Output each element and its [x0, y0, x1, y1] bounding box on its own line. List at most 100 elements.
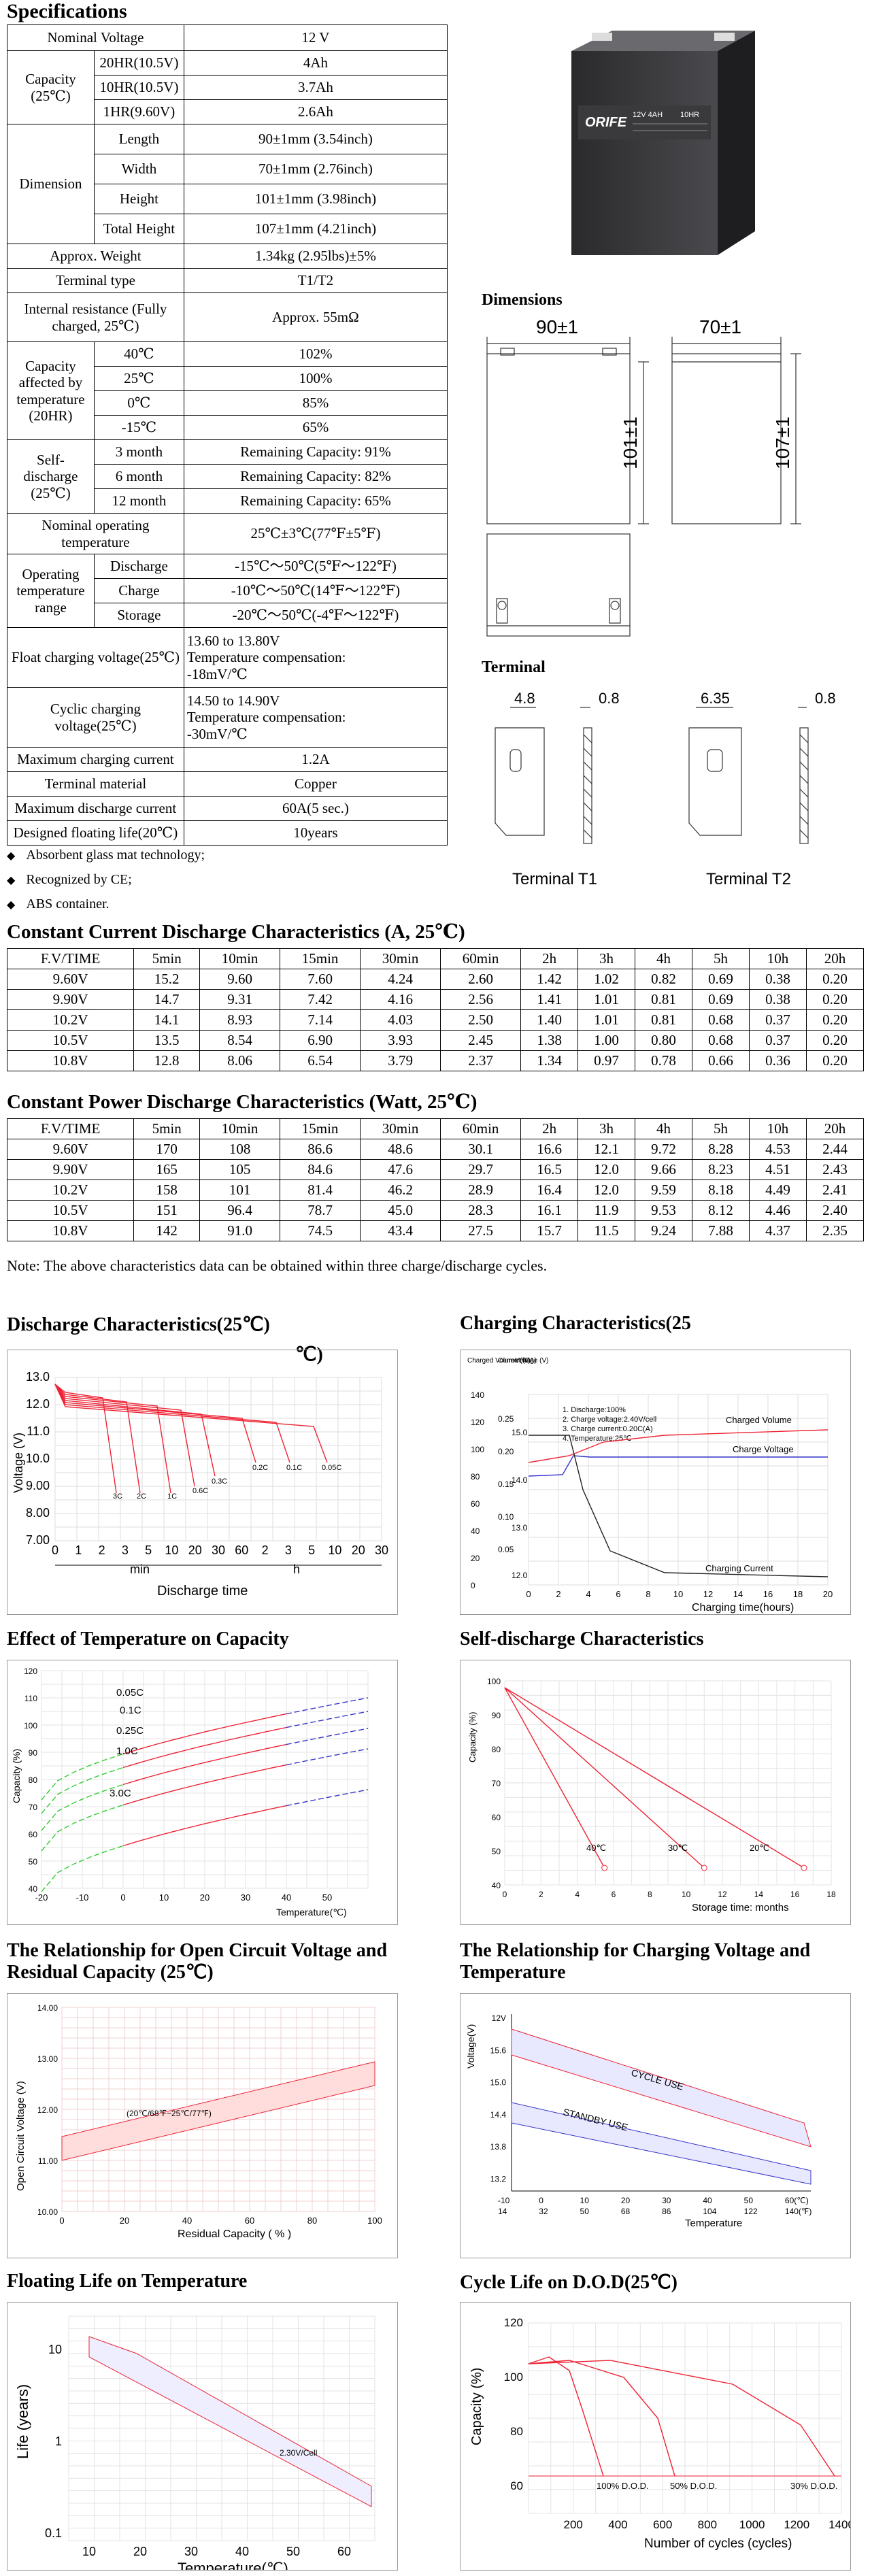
x-tick-f: 14 [498, 2207, 507, 2216]
spec-group-label: Dimension [7, 124, 95, 244]
x-tick: 30 [241, 1892, 250, 1903]
y-axis-label: Capacity (%) [469, 2368, 484, 2445]
self-dis-line [504, 1687, 705, 1869]
charging-chart-title: Charging Characteristics(25 [460, 1313, 691, 1334]
cc-cell: 0.37 [748, 1009, 807, 1031]
y2-tick: 0.15 [498, 1479, 514, 1489]
spec-value: 4Ah [183, 50, 448, 76]
cc-cell: 0.68 [692, 1009, 750, 1031]
cc-cell: 6.54 [280, 1050, 361, 1071]
x-axis-label: Temperature(℃) [276, 1907, 347, 1918]
ocv-band [61, 2061, 375, 2161]
battery-rate: 10HR [680, 111, 699, 119]
cc-cell: 2.45 [440, 1030, 522, 1051]
cycle-use-band [511, 2028, 811, 2147]
cp-header-cell: 10min [199, 1118, 281, 1139]
x-axis-label: Discharge time [157, 1584, 248, 1599]
cyclic-temp-comp-label: Temperature compensation: [186, 709, 346, 726]
x-tick: 4 [575, 1890, 580, 1899]
x-tick-f: 86 [662, 2207, 671, 2216]
cc-table: F.V/TIME 5min 10min 15min 30min 60min 2h 3h 4h 5h… [6, 948, 865, 1071]
curve-label: 0.05C [116, 1687, 144, 1699]
cycle-curve-100 [528, 2356, 604, 2477]
y-tick: 15.6 [490, 2045, 507, 2055]
cc-cell: 0.66 [692, 1050, 750, 1071]
cp-cell: 7.88 [692, 1220, 750, 1241]
cc-header-cell: 5h [692, 948, 750, 969]
x-tick-label: 2 [262, 1543, 269, 1557]
y1-tick: 140 [471, 1390, 484, 1400]
temp-curve-hot [286, 1789, 369, 1807]
cc-cell: 2.50 [440, 1009, 522, 1031]
cc-cell: 14.7 [133, 989, 201, 1010]
x-tick-c: 10 [580, 2196, 590, 2205]
y-tick-label: 10.0 [26, 1452, 50, 1465]
cp-cell: 84.6 [280, 1159, 361, 1180]
temp-curve [122, 1743, 287, 1786]
width-dim: 70±1 [699, 316, 741, 337]
cc-header-cell: 20h [805, 948, 865, 969]
y-tick-label: 8.00 [26, 1506, 50, 1520]
x-tick: 8 [648, 1890, 652, 1899]
x-tick: 20 [133, 2545, 147, 2558]
y-tick: 60 [492, 1813, 501, 1822]
table-row: 10.5V 151 96.4 78.7 45.0 28.3 16.1 11.9 9.53 8.12… [6, 1200, 865, 1221]
cp-cell: 45.0 [360, 1200, 441, 1221]
x-tick: 40 [235, 2545, 249, 2558]
cp-cell: 170 [133, 1139, 201, 1160]
cp-cell: 105 [199, 1159, 281, 1180]
cp-cell: 2.35 [805, 1220, 865, 1241]
x-tick: 20 [120, 2215, 129, 2226]
spec-group-label: Self-discharge (25℃) [7, 439, 95, 514]
cp-cell: 16.6 [520, 1139, 579, 1160]
x-tick: 10 [82, 2545, 96, 2558]
page-title: Specifications [7, 0, 127, 22]
cc-header-cell: 10min [199, 948, 281, 969]
cp-cell: 9.24 [635, 1220, 692, 1241]
cc-cell: 12.8 [133, 1050, 201, 1071]
spec-label: Total Height [93, 214, 184, 244]
discharge-chart-title: Discharge Characteristics(25℃) [7, 1314, 270, 1335]
x-tick: 2 [556, 1589, 560, 1599]
note-text: Note: The above characteristics data can… [7, 1257, 548, 1274]
float-temp-comp-value: -18mV/℃ [186, 665, 248, 682]
y1-tick: 20 [471, 1554, 480, 1563]
cp-cell: 12.1 [578, 1139, 636, 1160]
charge-v-chart-frame: 12V 15.6 15.0 14.4 13.8 13.2 -10 0 10 20 30 40 50 60(… [460, 1993, 851, 2258]
cc-cell: 6.90 [280, 1030, 361, 1051]
cp-header-cell: 3h [578, 1118, 636, 1139]
cycle-curve-50 [528, 2360, 675, 2477]
cp-cell: 46.2 [360, 1180, 441, 1201]
cp-cell: 43.4 [360, 1220, 441, 1241]
y-tick: 11.00 [38, 2156, 58, 2166]
x-tick: 10 [682, 1890, 691, 1899]
cp-header-cell: 10h [748, 1118, 807, 1139]
spec-label: Height [93, 184, 184, 214]
spec-value: 1.2A [183, 747, 448, 772]
y2-tick: 0.25 [498, 1414, 514, 1424]
cp-cell: 158 [133, 1180, 201, 1201]
temp-curve [122, 1764, 287, 1806]
cp-header-cell: 30min [360, 1118, 441, 1139]
cycle-curve-30 [528, 2360, 835, 2477]
cp-cell: 74.5 [280, 1220, 361, 1241]
cp-header-cell: F.V/TIME [6, 1118, 135, 1139]
spec-value: 25℃±3℃(77℉±5℉) [183, 513, 448, 554]
y-tick: 40 [492, 1881, 501, 1890]
x-tick: 50 [286, 2545, 300, 2558]
cc-cell: 7.42 [280, 989, 361, 1010]
x-tick-label: 2 [99, 1543, 105, 1557]
spec-label: Terminal type [7, 268, 184, 293]
spec-value: 10years [183, 820, 448, 846]
series-label: Charge Voltage [733, 1444, 794, 1454]
cc-cell: 0.97 [578, 1050, 636, 1071]
x-tick: 600 [653, 2518, 672, 2531]
x-tick: 100 [367, 2215, 382, 2226]
x-tick-c: 30 [662, 2196, 671, 2205]
length-dim: 90±1 [536, 316, 578, 337]
cp-cell: 10.2V [6, 1180, 135, 1201]
cp-cell: 4.37 [748, 1220, 807, 1241]
cp-header-cell: 60min [440, 1118, 522, 1139]
y-tick-label: 12.0 [26, 1397, 50, 1411]
